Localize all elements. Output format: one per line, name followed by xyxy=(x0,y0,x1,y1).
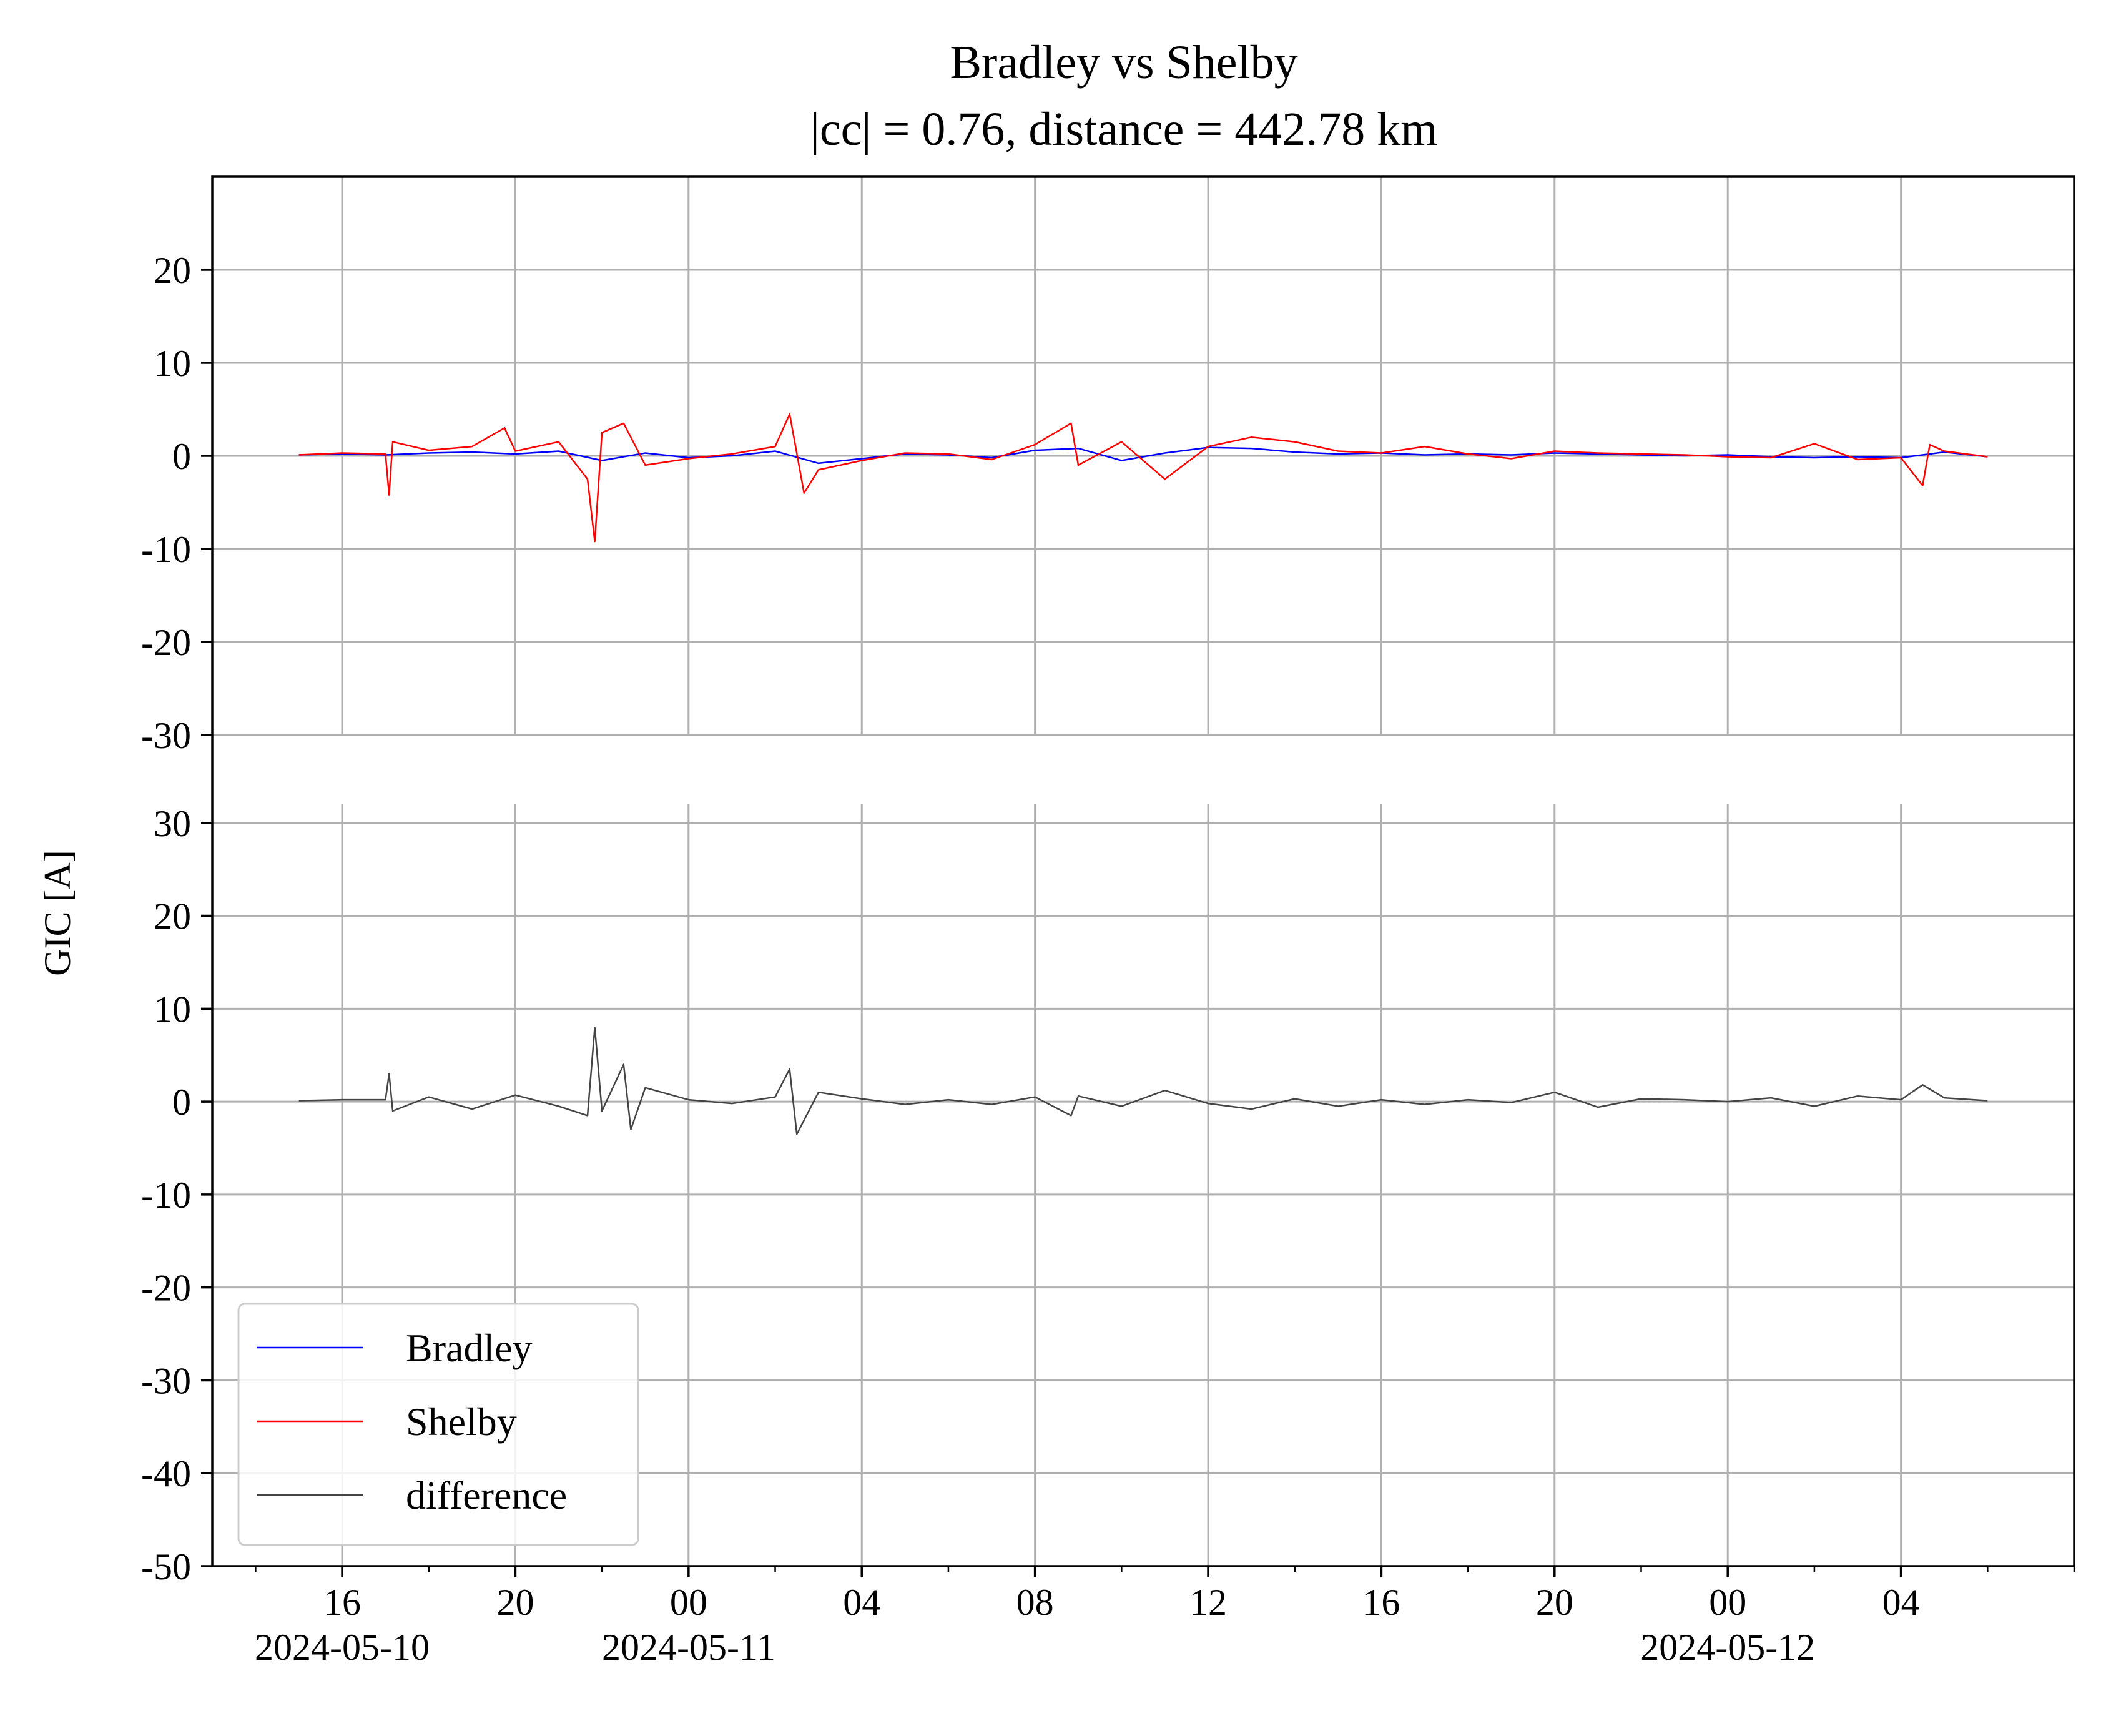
ytick-label-bottom-2: -30 xyxy=(141,1360,191,1401)
ytick-label-bottom-8: 30 xyxy=(154,803,191,844)
chart-title: Bradley vs Shelby xyxy=(950,36,1297,89)
xtick-label-1: 20 xyxy=(496,1582,534,1623)
ytick-label-top-1: -20 xyxy=(141,622,191,663)
xtick-label-5: 12 xyxy=(1189,1582,1227,1623)
legend-box xyxy=(237,1303,639,1546)
ytick-label-bottom-5: 0 xyxy=(172,1082,191,1123)
ytick-label-top-5: 20 xyxy=(154,250,191,291)
xtick-label-8: 00 xyxy=(1709,1582,1746,1623)
legend-label-bradley: Bradley xyxy=(406,1326,533,1370)
ytick-label-top-4: 10 xyxy=(154,343,191,384)
series-layer xyxy=(298,413,1988,1135)
y-axis-label: GIC [A] xyxy=(37,850,78,976)
xtick-label-3: 04 xyxy=(843,1582,880,1623)
series-line-difference xyxy=(298,1026,1988,1135)
ytick-label-bottom-0: -50 xyxy=(141,1546,191,1587)
series-line-shelby xyxy=(298,413,1988,543)
legend: Bradley Shelby difference xyxy=(237,1303,639,1546)
ytick-label-top-2: -10 xyxy=(141,529,191,570)
ytick-label-bottom-7: 20 xyxy=(154,896,191,937)
chart-subtitle: |cc| = 0.76, distance = 442.78 km xyxy=(810,103,1438,155)
ytick-label-bottom-3: -20 xyxy=(141,1268,191,1309)
ytick-label-bottom-1: -40 xyxy=(141,1453,191,1494)
frame-layer xyxy=(211,175,2075,1567)
ytick-label-bottom-4: -10 xyxy=(141,1175,191,1216)
xtick-label-6: 16 xyxy=(1362,1582,1400,1623)
legend-label-shelby: Shelby xyxy=(406,1399,517,1444)
tick-layer: -30-20-1001020-50-40-30-20-1001020301620… xyxy=(141,250,2075,1668)
xtick-label-4: 08 xyxy=(1016,1582,1054,1623)
ytick-label-bottom-6: 10 xyxy=(154,989,191,1030)
xtick-date-label-0: 2024-05-10 xyxy=(255,1627,430,1668)
xtick-label-0: 16 xyxy=(323,1582,361,1623)
xtick-date-label-8: 2024-05-12 xyxy=(1640,1627,1815,1668)
xtick-label-2: 00 xyxy=(670,1582,707,1623)
xtick-label-9: 04 xyxy=(1882,1582,1920,1623)
ytick-label-top-3: 0 xyxy=(172,436,191,477)
xtick-label-7: 20 xyxy=(1536,1582,1573,1623)
ytick-label-top-0: -30 xyxy=(141,715,191,756)
legend-label-difference: difference xyxy=(406,1473,567,1517)
xtick-date-label-2: 2024-05-11 xyxy=(602,1627,775,1668)
plot-frame xyxy=(211,175,2075,1567)
